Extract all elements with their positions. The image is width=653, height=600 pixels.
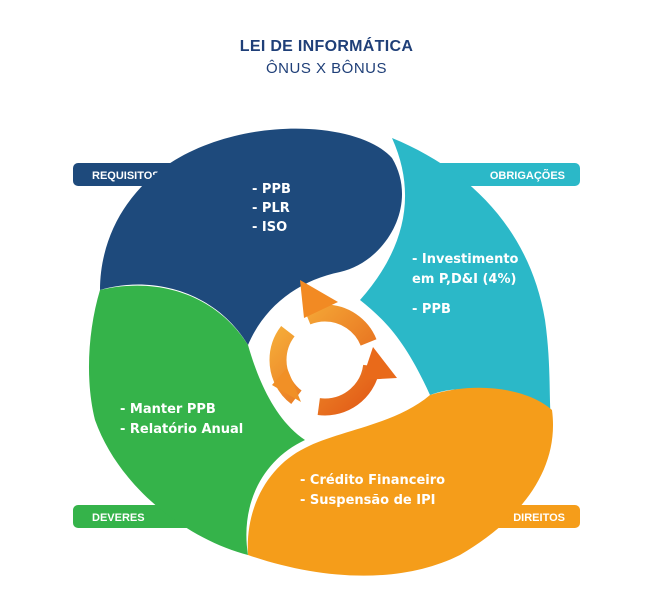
segment-direitos xyxy=(247,387,554,576)
requisitos-item-1: - PPB xyxy=(252,182,291,197)
obrigacoes-item-2: em P,D&I (4%) xyxy=(412,272,516,287)
page-title: LEI DE INFORMÁTICA xyxy=(239,38,414,55)
direitos-item-1: - Crédito Financeiro xyxy=(300,473,445,488)
deveres-item-1: - Manter PPB xyxy=(120,402,216,417)
deveres-item-2: - Relatório Anual xyxy=(120,422,243,437)
tab-requisitos-label: REQUISITOS xyxy=(92,170,160,182)
requisitos-item-3: - ISO xyxy=(252,220,287,235)
obrigacoes-item-3: - PPB xyxy=(412,302,451,317)
direitos-item-2: - Suspensão de IPI xyxy=(300,493,435,508)
obrigacoes-item-1: - Investimento xyxy=(412,252,519,267)
page-subtitle: ÔNUS X BÔNUS xyxy=(265,60,388,77)
requisitos-item-2: - PLR xyxy=(252,201,290,216)
tab-obrigacoes-label: OBRIGAÇÕES xyxy=(490,169,565,182)
tab-deveres-label: DEVERES xyxy=(92,512,145,524)
tab-direitos-label: DIREITOS xyxy=(513,512,565,524)
segment-deveres xyxy=(88,285,305,555)
tab-obrigacoes: OBRIGAÇÕES xyxy=(430,163,580,186)
refresh-cycle-icon xyxy=(269,280,397,416)
segment-obrigacoes xyxy=(360,138,552,425)
segment-requisitos xyxy=(100,128,403,345)
